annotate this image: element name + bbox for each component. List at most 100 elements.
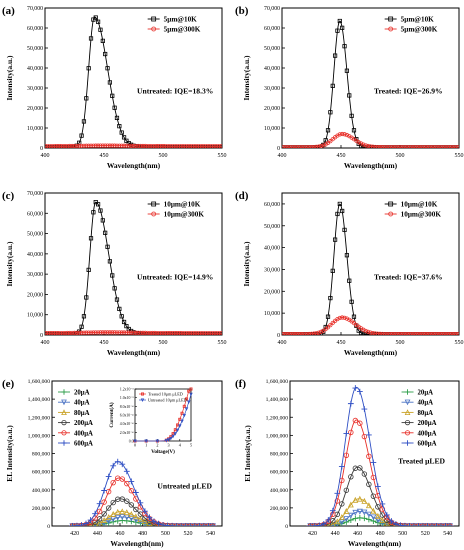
panel-label: (a) [2, 5, 15, 17]
data-point [358, 141, 364, 146]
data-point [347, 501, 354, 508]
chart-panel: (d) 0 10,000 20,000 30,000 40,000 50,000 60,000… [235, 190, 464, 357]
data-point [425, 145, 430, 148]
data-point [197, 331, 202, 335]
data-point [81, 119, 87, 124]
inset-y-tick-label: 8.0x10⁻⁴ [120, 405, 134, 409]
data-point [434, 145, 439, 148]
data-point [202, 331, 207, 335]
plot-area [45, 15, 222, 148]
data-point [453, 145, 458, 148]
data-point [389, 145, 394, 148]
x-tick-label: 550 [218, 340, 227, 346]
data-point [375, 144, 380, 148]
data-point [209, 331, 214, 335]
legend-marker [388, 26, 394, 32]
data-point [394, 332, 399, 335]
data-point [379, 501, 386, 507]
data-point [190, 331, 195, 335]
data-point [169, 331, 174, 335]
data-point [321, 143, 326, 148]
x-tick-label: 550 [455, 340, 464, 346]
data-point [283, 332, 288, 335]
data-point [429, 523, 435, 526]
data-point [196, 523, 203, 526]
data-point [60, 330, 65, 335]
series-0 [282, 18, 459, 148]
data-point [183, 331, 188, 335]
data-point [307, 331, 312, 335]
data-point [119, 330, 124, 335]
legend-label: 200μA [74, 420, 93, 427]
inset-data-point [182, 404, 186, 408]
data-point [383, 512, 390, 518]
x-tick-label: 500 [396, 153, 405, 159]
data-point [342, 132, 347, 137]
data-point [384, 145, 390, 148]
data-point [295, 332, 300, 335]
y-tick-label: 60,000 [264, 202, 280, 208]
data-point [311, 331, 316, 335]
data-point [290, 145, 295, 148]
data-point [100, 218, 105, 223]
data-point [123, 509, 130, 516]
data-point [142, 521, 148, 526]
inset-x-tick-label: 4 [179, 443, 182, 448]
data-point [335, 133, 340, 138]
inset-legend-marker [140, 398, 145, 402]
legend-marker [404, 440, 411, 446]
legend-label: 80μA [418, 410, 434, 417]
data-point [107, 143, 113, 148]
data-point [442, 523, 449, 526]
data-point [356, 328, 361, 333]
x-tick-label: 480 [376, 531, 385, 537]
data-point [86, 66, 91, 71]
data-point [136, 330, 141, 335]
data-point [216, 331, 221, 335]
data-point [110, 143, 115, 148]
data-point [337, 18, 342, 24]
data-point [86, 330, 91, 335]
legend-label: 400μA [74, 430, 93, 437]
data-point [96, 330, 101, 335]
data-point [121, 143, 127, 148]
legend-label: 600μA [418, 441, 437, 448]
legend: 20μA 40μA 80μA 200μA 400μA 600μA [58, 389, 93, 448]
x-tick-label: 540 [443, 531, 452, 537]
data-point [347, 400, 354, 407]
data-point [128, 511, 135, 517]
data-point [302, 145, 307, 148]
data-point [119, 461, 126, 468]
data-point [180, 331, 186, 335]
data-point [74, 522, 80, 526]
data-point [438, 523, 444, 526]
data-point [110, 330, 115, 335]
y-tick-label: 10,000 [264, 311, 280, 317]
data-point [146, 514, 153, 521]
data-point [103, 230, 108, 235]
data-point [218, 144, 222, 148]
data-point [114, 330, 120, 335]
data-point [96, 143, 101, 148]
data-point [340, 131, 345, 137]
data-point [363, 328, 368, 334]
data-point [140, 143, 146, 148]
inset-y-tick-label: 4.0x10⁻⁴ [120, 422, 134, 426]
data-point [150, 330, 155, 335]
data-point [112, 286, 117, 291]
y-tick-label: 1,600,000 [28, 379, 51, 385]
chart-annotation: Untreated: IQE=14.9% [137, 273, 213, 282]
data-point [361, 406, 368, 412]
y-axis-label: Intensity(a.u.) [242, 241, 251, 287]
data-point [335, 316, 340, 322]
data-point [401, 332, 406, 335]
data-point [288, 332, 293, 335]
data-point [422, 332, 427, 335]
data-point [343, 430, 350, 437]
data-point [103, 143, 108, 148]
panel-label: (c) [2, 190, 15, 202]
data-point [406, 332, 411, 335]
data-point [100, 38, 105, 43]
data-point [316, 144, 321, 148]
data-point [415, 332, 420, 335]
